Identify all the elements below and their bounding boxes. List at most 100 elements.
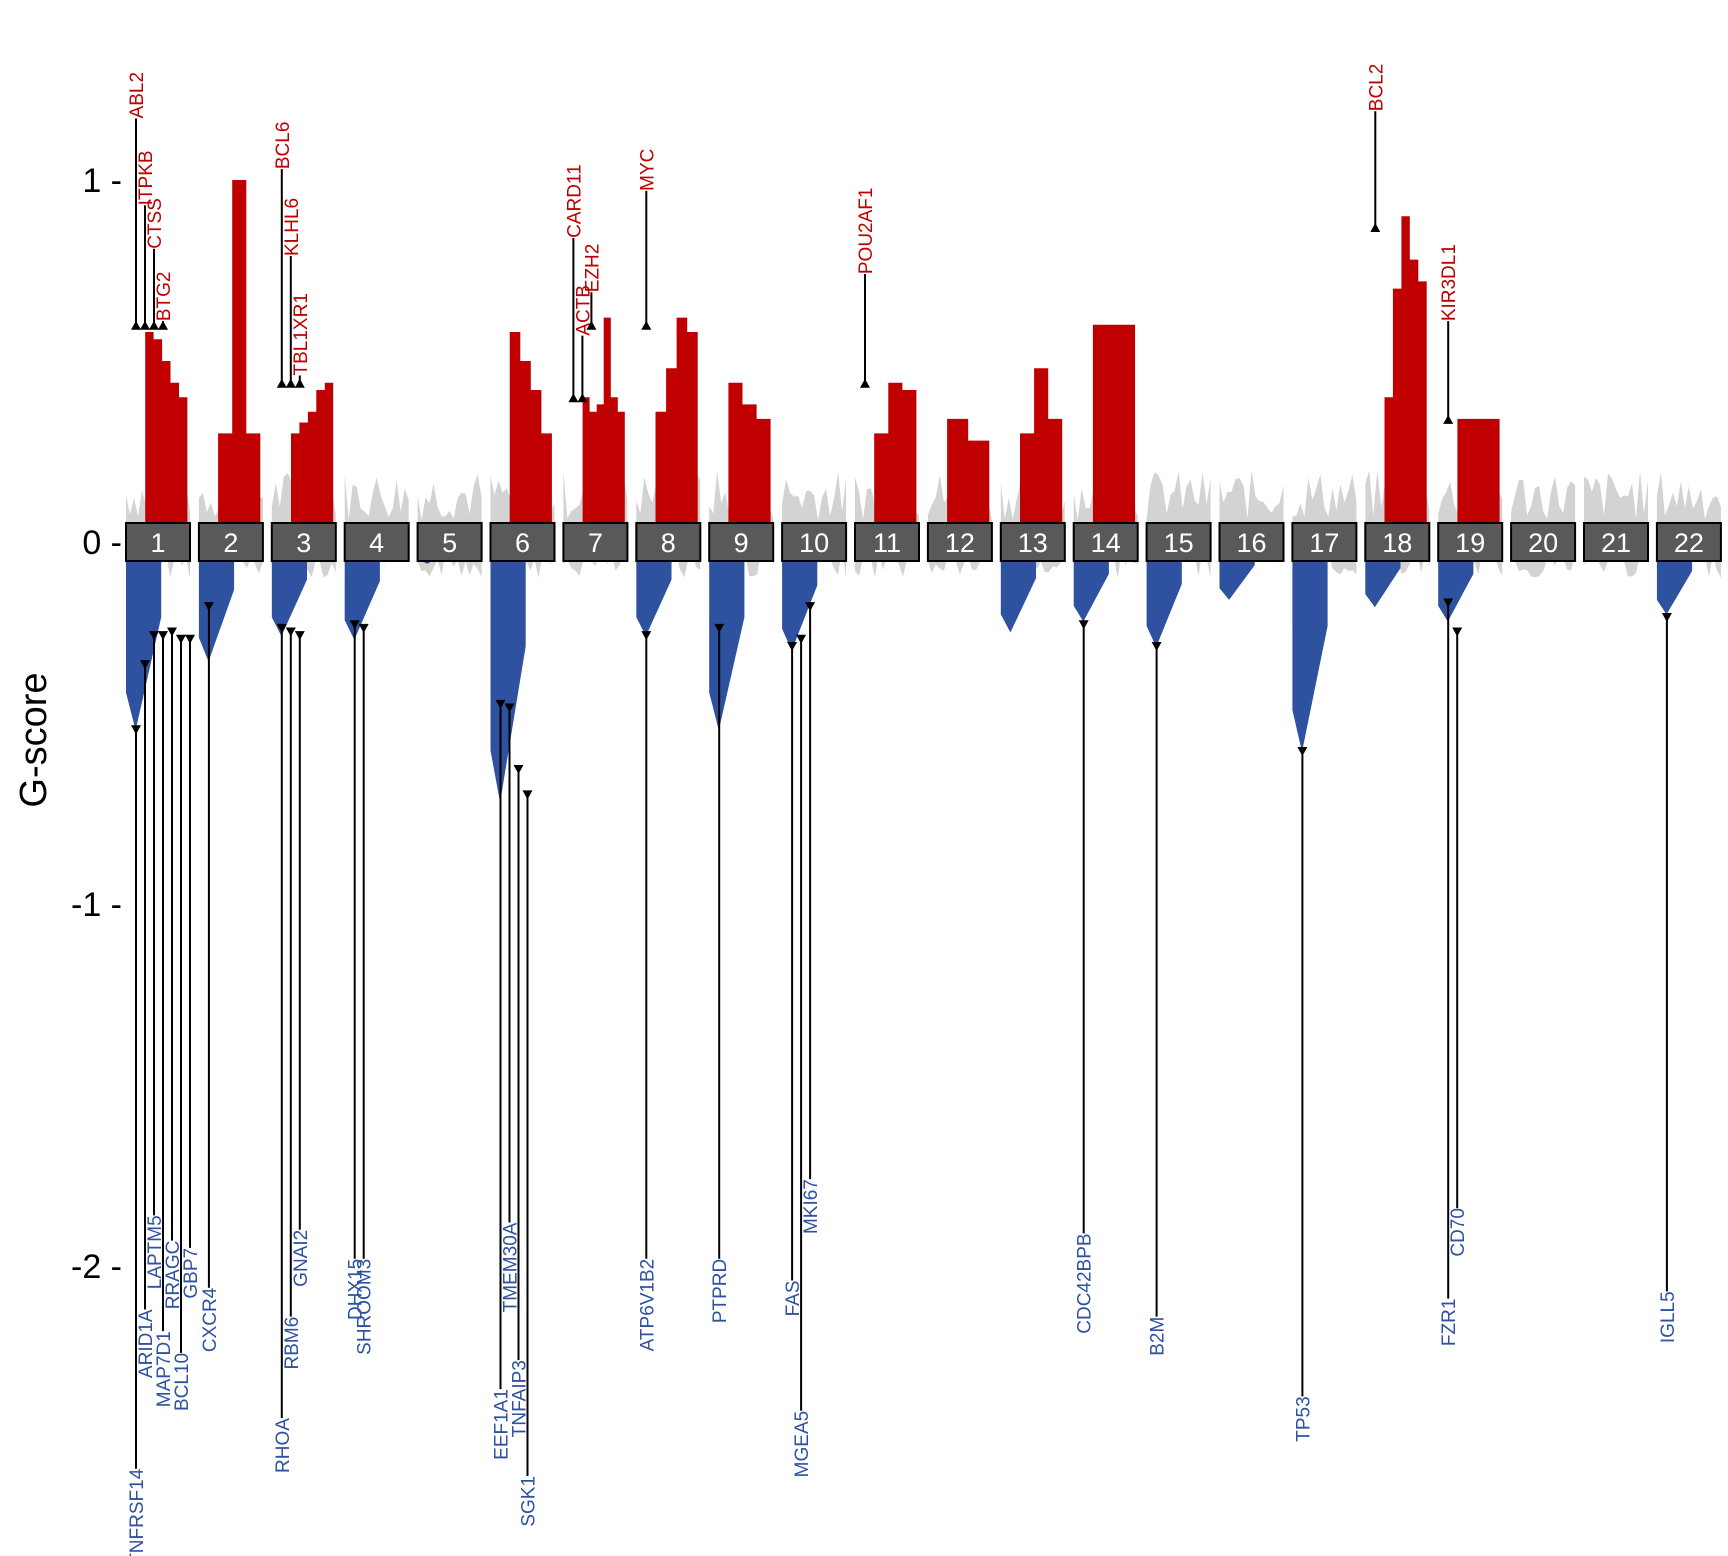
- chromosome-box-19: [1437, 522, 1504, 562]
- amplification-profile-chr19: [1457, 418, 1500, 542]
- amplification-profile-chr18: [1384, 216, 1427, 542]
- y-tick-label: -1 -: [71, 886, 122, 924]
- chromosome-box-22: [1655, 522, 1722, 562]
- gene-label-ARID1A: ARID1A: [136, 1309, 157, 1378]
- deletion-profile-chr9: [709, 542, 745, 731]
- gene-label-CXCR4: CXCR4: [200, 1287, 221, 1352]
- amplification-profile-chr9: [728, 382, 771, 542]
- gene-label-FAS: FAS: [783, 1280, 804, 1316]
- y-tick-label: 0 -: [82, 524, 122, 562]
- chromosome-label-22: 22: [1674, 528, 1704, 558]
- amplification-profile-chr6: [509, 332, 552, 542]
- chromosome-label-21: 21: [1601, 528, 1631, 558]
- amplification-profile-chr12: [947, 418, 990, 542]
- deletion-profile-chr1: [126, 542, 162, 731]
- chromosome-label-11: 11: [873, 528, 901, 558]
- chromosome-box-7: [562, 522, 629, 562]
- chromosome-box-11: [854, 522, 920, 562]
- gene-marker-CDC42BPB: [1078, 620, 1089, 630]
- chromosome-label-4: 4: [369, 528, 384, 558]
- chromosome-label-12: 12: [945, 528, 975, 558]
- gene-marker-TNFRSF14: [131, 725, 141, 735]
- chromosome-label-16: 16: [1236, 528, 1266, 558]
- chromosome-box-3: [270, 522, 337, 562]
- gene-label-DHX15: DHX15: [346, 1259, 367, 1320]
- gene-label-FZR1: FZR1: [1439, 1299, 1460, 1347]
- gene-label-TNFAIP3: TNFAIP3: [510, 1360, 531, 1437]
- gene-label-RBM6: RBM6: [282, 1317, 303, 1370]
- gene-marker-SHROOM3: [358, 623, 369, 633]
- gene-marker-FAS: [787, 641, 798, 651]
- chromosome-label-20: 20: [1528, 528, 1558, 558]
- y-axis-title: G-score: [13, 672, 55, 807]
- deletion-profile-chr4: [344, 542, 380, 640]
- chromosome-box-16: [1218, 522, 1285, 562]
- gene-label-EZH2: EZH2: [582, 244, 603, 293]
- chromosome-label-9: 9: [734, 528, 749, 558]
- chromosome-label-8: 8: [661, 528, 676, 558]
- gene-label-KLHL6: KLHL6: [282, 198, 303, 256]
- gene-label-MKI67: MKI67: [801, 1179, 822, 1234]
- gene-marker-RHOA: [276, 623, 287, 633]
- chromosome-box-5: [416, 522, 483, 562]
- gene-marker-GBP7: [185, 634, 195, 644]
- chromosome-label-19: 19: [1455, 528, 1485, 558]
- gene-marker-TMEM30A: [504, 703, 515, 713]
- gene-marker-CD70: [1452, 627, 1463, 637]
- gene-label-MAP7D1: MAP7D1: [154, 1331, 175, 1407]
- gene-label-RHOA: RHOA: [273, 1418, 294, 1473]
- chromosome-label-18: 18: [1382, 528, 1412, 558]
- gene-label-ATP6V1B2: ATP6V1B2: [637, 1259, 658, 1352]
- chromosome-box-18: [1364, 522, 1431, 562]
- gene-marker-BCL6: [276, 378, 287, 388]
- chromosome-label-1: 1: [150, 528, 165, 558]
- gene-marker-MAP7D1: [158, 631, 168, 641]
- gene-label-CD70: CD70: [1448, 1208, 1469, 1257]
- amplification-profile-chr1: [145, 332, 188, 542]
- y-tick-label: 1 -: [82, 162, 122, 200]
- chromosome-label-3: 3: [296, 528, 311, 558]
- gene-label-ABL2: ABL2: [127, 72, 148, 118]
- gene-label-KIR3DL1: KIR3DL1: [1439, 244, 1460, 321]
- gene-label-ACTB: ACTB: [573, 285, 594, 336]
- amplification-profile-chr3: [291, 382, 334, 542]
- y-tick-label: -2 -: [71, 1248, 122, 1286]
- gene-marker-TBL1XR1: [294, 378, 305, 388]
- gene-label-TP53: TP53: [1293, 1396, 1314, 1441]
- gene-marker-ITPKB: [140, 320, 150, 330]
- chromosome-box-14: [1072, 522, 1139, 562]
- chromosome-box-20: [1510, 522, 1577, 562]
- gene-marker-KLHL6: [285, 378, 296, 388]
- gene-label-EEF1A1: EEF1A1: [492, 1389, 513, 1460]
- gene-label-SGK1: SGK1: [519, 1476, 540, 1527]
- deletion-profile-chr13: [1000, 542, 1036, 633]
- gene-marker-BTG2: [158, 320, 168, 330]
- deletion-profile-chr3: [271, 542, 307, 637]
- chromosome-label-6: 6: [515, 528, 530, 558]
- gene-label-MYC: MYC: [637, 149, 658, 191]
- chromosome-box-17: [1291, 522, 1358, 562]
- gene-marker-SGK1: [522, 790, 533, 800]
- gene-marker-LAPTM5: [149, 631, 159, 641]
- amplification-profile-chr13: [1020, 368, 1063, 542]
- gene-marker-FZR1: [1443, 598, 1454, 608]
- gene-marker-B2M: [1151, 641, 1162, 651]
- gene-marker-CXCR4: [203, 602, 214, 612]
- gene-marker-POU2AF1: [860, 378, 870, 388]
- gene-label-BCL2: BCL2: [1366, 64, 1387, 112]
- deletion-profile-chr15: [1146, 542, 1182, 647]
- chromosome-label-15: 15: [1164, 528, 1194, 558]
- gene-label-BCL6: BCL6: [273, 122, 294, 170]
- gene-marker-TP53: [1297, 746, 1308, 756]
- gene-label-CTSS: CTSS: [145, 198, 166, 249]
- score-bars: [126, 180, 1693, 803]
- chromosome-box-9: [708, 522, 775, 562]
- chromosome-box-21: [1583, 522, 1649, 562]
- gene-label-B2M: B2M: [1148, 1317, 1169, 1356]
- gene-marker-GNAI2: [294, 631, 305, 641]
- gene-marker-ACTB: [577, 393, 588, 403]
- gene-marker-ARID1A: [140, 660, 150, 670]
- chromosome-box-13: [999, 522, 1066, 562]
- amplification-profile-chr7: [582, 317, 625, 542]
- gene-marker-EEF1A1: [495, 699, 506, 709]
